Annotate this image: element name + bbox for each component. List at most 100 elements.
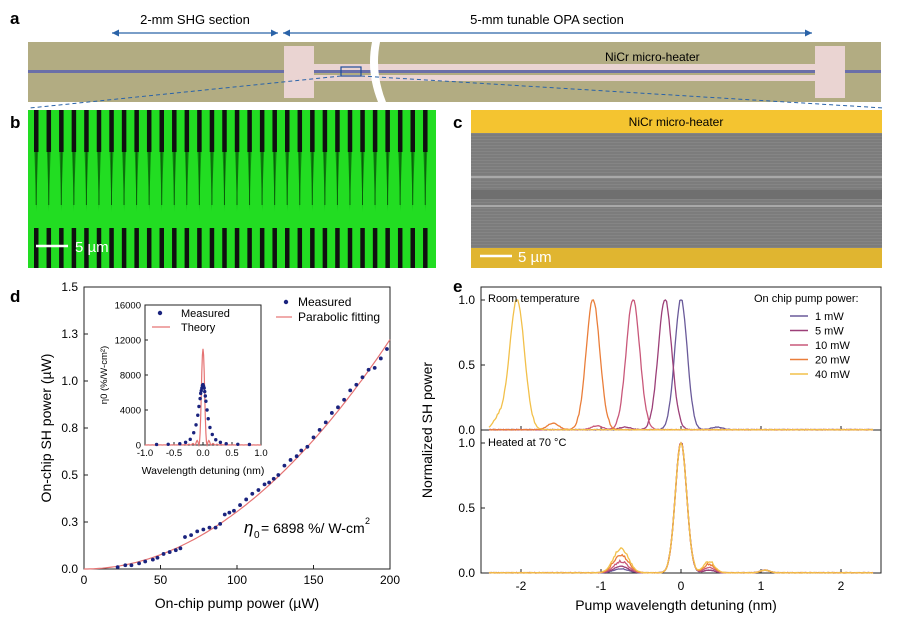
inset-data-point <box>194 423 198 427</box>
x-tick-label: 50 <box>154 573 168 587</box>
e-legend-label: 1 mW <box>815 311 844 323</box>
data-point <box>267 480 272 485</box>
inset-data-point <box>198 391 203 396</box>
inset-data-point <box>205 408 209 412</box>
inset-data-point <box>154 442 159 447</box>
heater-bar-top <box>471 110 882 133</box>
e-bottom-series-line <box>488 441 874 574</box>
inset-data-point <box>202 386 206 390</box>
annotation-sup: 2 <box>365 516 370 526</box>
panel-label-d: d <box>10 287 20 306</box>
inset-data-point <box>196 413 200 417</box>
e-legend-label: 10 mW <box>815 340 850 352</box>
electrode-finger-bottom <box>360 228 365 268</box>
electrode-finger-top <box>285 110 290 152</box>
scale-label-b: 5 µm <box>75 239 109 256</box>
data-point <box>143 559 148 564</box>
e-x-tick-label: 1 <box>758 579 765 593</box>
electrode-finger-top <box>34 110 39 152</box>
electrode-finger-bottom <box>184 228 190 268</box>
inset-data-point <box>188 437 192 442</box>
data-point <box>173 548 178 553</box>
electrode-finger-bottom <box>247 228 252 268</box>
e-top-y-tick-label: 0.0 <box>458 423 475 437</box>
electrode-finger-bottom <box>410 228 415 268</box>
e-bottom-series-line <box>488 441 874 574</box>
y-tick-label: 1.0 <box>61 374 78 388</box>
electrode-finger-bottom <box>259 228 265 268</box>
electrode-finger-top <box>423 110 428 152</box>
x-tick-label: 150 <box>303 573 323 587</box>
electrode-finger-top <box>197 110 202 152</box>
electrode-finger-top <box>335 110 340 152</box>
data-point <box>195 529 200 534</box>
data-point <box>207 525 212 530</box>
y-tick-label: 0.3 <box>61 515 78 529</box>
inset-legend-measured-marker <box>157 310 163 316</box>
electrode-finger-top <box>272 110 277 152</box>
data-point <box>178 546 183 551</box>
data-point <box>150 557 155 562</box>
heater-label-a: NiCr micro-heater <box>605 50 700 64</box>
panel-label-e: e <box>453 277 462 296</box>
inset-data-point <box>208 425 212 430</box>
annotation-sub: 0 <box>254 530 260 541</box>
opa-section-label: 5-mm tunable OPA section <box>470 12 624 27</box>
y-tick-label: 0.0 <box>61 562 78 576</box>
chart-e-legend: 1 mW 5 mW 10 mW 20 mW 40 mW <box>790 311 850 381</box>
waveguide-edge <box>471 205 882 207</box>
heater-label-c: NiCr micro-heater <box>629 115 724 129</box>
inset-data-point <box>192 431 196 435</box>
electrode-finger-bottom <box>84 228 89 268</box>
inset-xlabel: Wavelength detuning (nm) <box>142 465 265 477</box>
electrode-finger-top <box>372 110 378 152</box>
electrode-finger-top <box>360 110 365 152</box>
data-point <box>329 411 334 415</box>
inset-x-tick-label: 0.5 <box>225 448 238 459</box>
inset-data-point <box>247 442 252 447</box>
e-top-series-line <box>488 299 874 431</box>
electrode-finger-bottom <box>347 228 353 268</box>
inset-x-tick-label: -0.5 <box>166 448 182 459</box>
data-point <box>372 365 377 370</box>
e-legend-label: 5 mW <box>815 326 844 338</box>
e-x-tick-label: -1 <box>596 579 607 593</box>
electrode-finger-bottom <box>71 228 77 268</box>
data-point <box>218 521 223 526</box>
inset-data-point <box>183 440 188 445</box>
e-x-tick-label: 0 <box>678 579 685 593</box>
chart-e-bottom-frame <box>480 429 882 574</box>
e-bottom-y-tick-label: 0.0 <box>458 566 475 580</box>
data-point <box>276 473 281 477</box>
electrode-finger-top <box>410 110 415 152</box>
legend-fit-label: Parabolic fitting <box>298 310 380 324</box>
electrode-finger-top <box>59 110 64 152</box>
chart-d-ylabel: On-chip SH power (µW) <box>38 354 54 503</box>
electrode-finger-bottom <box>197 228 202 268</box>
electrode-finger-bottom <box>109 228 114 268</box>
electrode-finger-bottom <box>172 228 177 268</box>
data-point <box>288 458 293 462</box>
inset-data-point <box>178 441 182 446</box>
electrode-finger-bottom <box>96 228 102 268</box>
inset-x-tick-label: -1.0 <box>137 448 153 459</box>
section-arrows <box>112 29 812 37</box>
legend-measured-label: Measured <box>298 295 351 309</box>
data-point <box>232 508 236 513</box>
theory-curve <box>145 348 261 448</box>
annotation-eta: η <box>244 518 253 537</box>
e-bottom-series-line <box>488 441 874 574</box>
data-point <box>282 463 287 468</box>
electrode-finger-bottom <box>285 228 290 268</box>
electrode-finger-bottom <box>322 228 328 268</box>
data-point <box>238 503 242 507</box>
data-point <box>189 533 194 538</box>
electrode-finger-top <box>172 110 177 152</box>
electrode-finger-top <box>96 110 102 152</box>
e-bottom-series-line <box>488 442 874 574</box>
data-point <box>262 482 267 487</box>
inset-data-point <box>206 417 210 421</box>
chart-d-inset: -1.0 -0.5 0.0 0.5 1.0 0 4000 8000 12000 16000 Wa… <box>99 301 268 478</box>
poling-electrodes <box>34 110 428 268</box>
inset-data-point <box>236 442 240 446</box>
